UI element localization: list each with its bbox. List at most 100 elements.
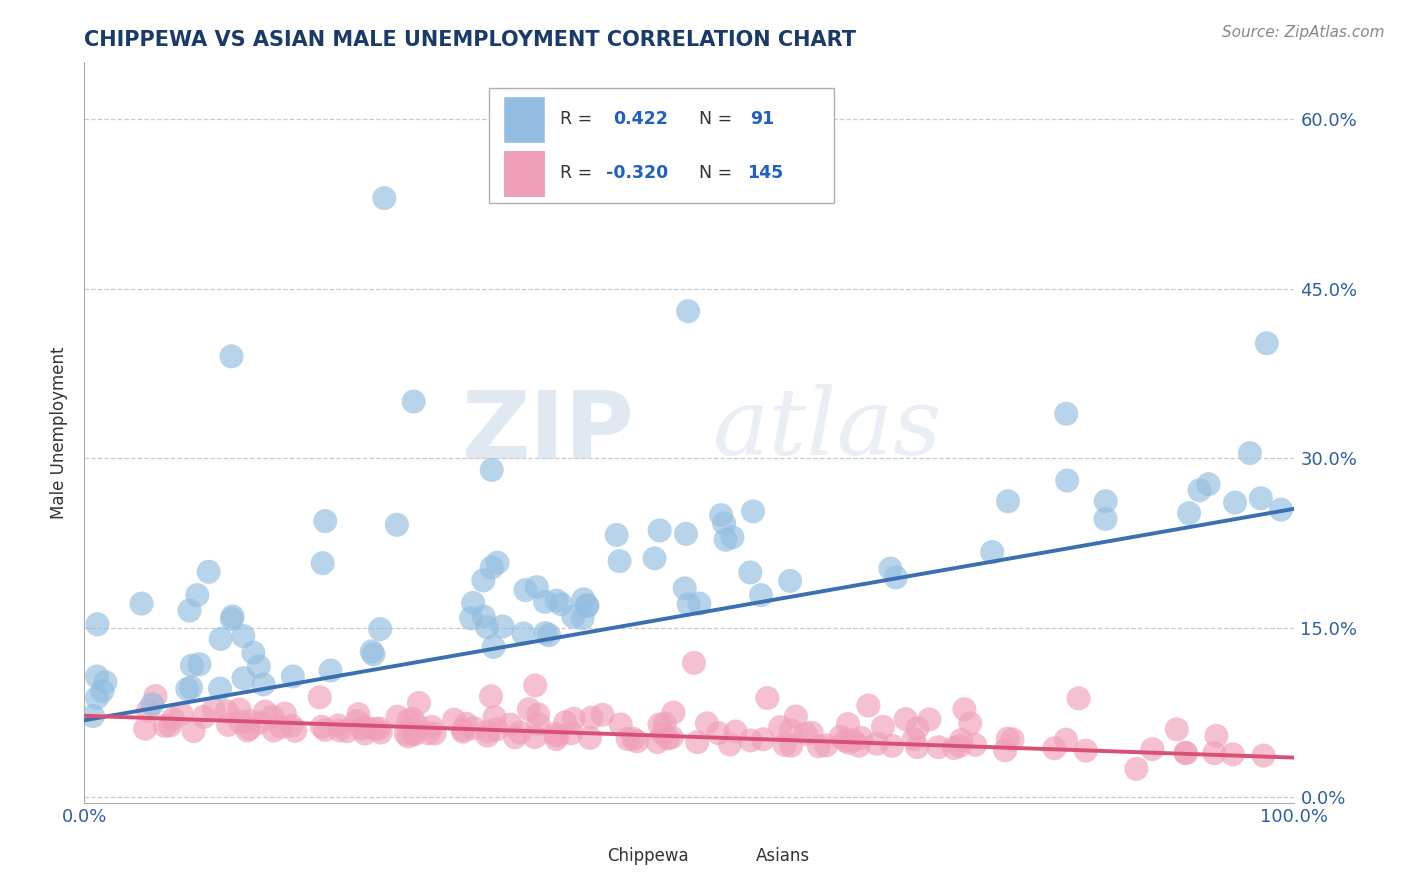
Point [1174,746,1197,760]
Text: ZIP: ZIP [461,386,634,479]
Point [1223,495,1246,509]
Point [229,715,252,730]
Point [550,597,572,611]
Point [456,716,478,731]
Point [524,678,547,692]
Point [1188,483,1211,498]
Point [423,726,446,740]
Point [842,733,865,747]
Point [481,560,503,574]
Point [284,723,307,738]
Point [785,709,807,723]
Point [1205,729,1227,743]
Text: R =: R = [560,111,592,128]
Point [662,706,685,720]
Point [253,705,276,719]
Point [648,717,671,731]
Point [281,719,304,733]
Text: 91: 91 [751,111,775,128]
Point [136,704,159,718]
Point [86,690,108,705]
Point [997,731,1019,746]
Point [606,528,628,542]
Point [401,712,423,726]
Point [673,582,696,596]
Point [718,737,741,751]
Point [534,595,557,609]
Point [221,609,243,624]
Point [491,619,513,633]
Point [943,741,966,756]
Point [800,726,823,740]
Point [404,727,426,741]
Point [544,727,567,741]
Point [1043,741,1066,756]
Point [515,583,537,598]
Point [879,561,901,575]
Point [360,644,382,658]
Point [232,671,254,685]
Point [959,716,981,731]
Point [740,733,762,747]
Point [981,545,1004,559]
Point [364,722,387,736]
Point [1142,742,1164,756]
Point [387,710,409,724]
Point [997,494,1019,508]
Point [517,702,540,716]
Point [1094,512,1116,526]
Point [1067,691,1090,706]
Point [451,724,474,739]
Point [740,566,762,580]
Point [884,570,907,584]
Point [188,657,211,672]
Point [965,738,987,752]
Point [707,726,730,740]
Text: -0.320: -0.320 [606,164,668,183]
Point [159,718,181,732]
Point [838,736,860,750]
Point [949,739,972,753]
Point [546,732,568,747]
Point [1166,723,1188,737]
Point [903,731,925,746]
Point [675,527,697,541]
Point [363,647,385,661]
FancyBboxPatch shape [571,839,598,872]
Point [336,724,359,739]
Point [477,724,499,739]
Point [408,696,430,710]
Point [621,731,644,746]
Point [1054,407,1077,421]
Point [581,711,603,725]
Point [678,597,700,611]
Point [609,717,631,731]
Point [1178,506,1201,520]
Point [562,712,585,726]
Point [1125,762,1147,776]
Point [472,574,495,588]
Point [180,658,202,673]
Point [683,656,706,670]
Point [385,517,408,532]
Point [769,720,792,734]
Point [686,735,709,749]
Point [1250,491,1272,506]
Point [779,723,801,738]
Point [197,565,219,579]
Point [756,691,779,706]
FancyBboxPatch shape [720,839,745,872]
Point [503,731,526,745]
Point [742,504,765,518]
Point [443,713,465,727]
Point [180,681,202,695]
Point [918,713,941,727]
Point [319,664,342,678]
Point [713,516,735,531]
Point [153,719,176,733]
Point [1198,477,1220,491]
Point [794,727,817,741]
Point [396,714,419,728]
Point [724,724,747,739]
Point [472,609,495,624]
